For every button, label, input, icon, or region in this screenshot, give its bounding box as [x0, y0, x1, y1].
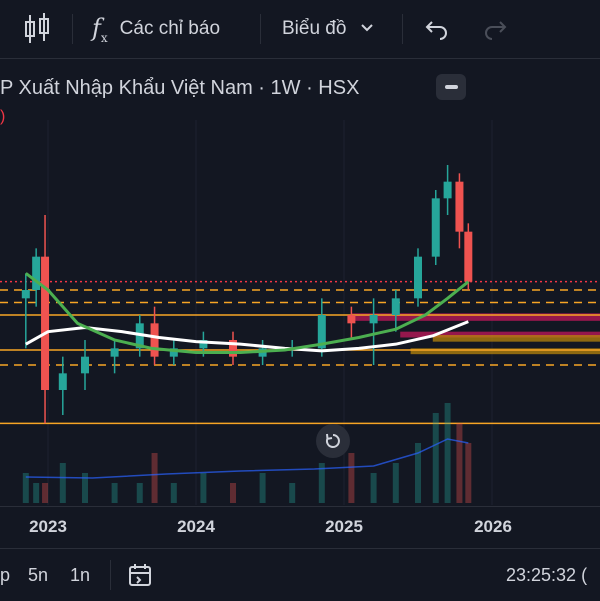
x-tick-label: 2023 — [29, 517, 67, 536]
bottom-bar: p 5n 1n 23:25:32 ( — [0, 548, 600, 601]
volume-bar — [289, 483, 296, 503]
candle-body — [431, 198, 440, 257]
candle-body — [455, 181, 464, 232]
volume-bar — [42, 483, 49, 503]
price-chart[interactable] — [0, 120, 600, 505]
volume-bar — [318, 463, 325, 503]
chart-legend: P Xuất Nhập Khẩu Việt Nam · 1W · HSX — [0, 72, 359, 104]
volume-bar — [259, 473, 266, 503]
zone-rect — [410, 348, 600, 355]
reset-icon[interactable] — [316, 424, 350, 458]
volume-bar — [22, 473, 29, 503]
top-toolbar: fx Các chỉ báo Biểu đồ — [0, 0, 600, 59]
candle-body — [199, 340, 208, 349]
toolbar-separator — [402, 14, 403, 44]
x-tick-label: 2025 — [325, 517, 363, 536]
x-tick-label: 2026 — [474, 517, 512, 536]
volume-bar — [370, 473, 377, 503]
candle-body — [391, 298, 400, 315]
toolbar-separator — [72, 14, 73, 44]
candle-body — [169, 348, 178, 357]
candle-body — [369, 315, 378, 324]
candle-body — [229, 340, 237, 357]
chevron-down-icon — [360, 20, 374, 38]
volume-bar — [432, 413, 439, 503]
candles-icon[interactable] — [22, 0, 52, 58]
undo-icon[interactable] — [424, 0, 450, 58]
volume-bar — [136, 483, 143, 503]
time-axis: 2023 2024 2025 2026 — [0, 506, 600, 549]
volume-bar — [348, 453, 355, 503]
candle-body — [414, 256, 422, 299]
minimize-icon[interactable] — [436, 74, 466, 100]
volume-bar — [111, 483, 118, 503]
x-tick-label: 2024 — [177, 517, 215, 536]
redo-icon[interactable] — [482, 0, 508, 58]
candle-body — [150, 323, 159, 357]
volume-bar — [415, 443, 421, 503]
zone-rect — [400, 331, 600, 338]
fx-icon: fx — [92, 13, 108, 45]
candle-body — [81, 356, 89, 374]
chart-type-label: Biểu đồ — [282, 18, 347, 39]
chart-type-button[interactable]: Biểu đồ — [282, 0, 374, 58]
candle-body — [443, 181, 452, 199]
volume-bar — [170, 483, 177, 503]
candle-body — [58, 373, 67, 390]
candle-body — [110, 348, 119, 357]
ma-fast-line — [24, 272, 470, 354]
zone-rect — [432, 335, 600, 342]
volume-bar — [33, 483, 40, 503]
range-button-1n[interactable]: 1n — [70, 564, 91, 585]
volume-bar — [151, 453, 158, 503]
volume-bar — [200, 473, 207, 503]
volume-ma-line — [25, 438, 469, 479]
indicators-button[interactable]: fx Các chỉ báo — [92, 0, 220, 58]
zone-rect — [351, 313, 600, 321]
bottom-separator — [110, 560, 111, 590]
candle-body — [464, 231, 473, 282]
volume-bar — [456, 423, 463, 503]
volume-bar — [465, 443, 472, 503]
date-range-icon[interactable] — [126, 549, 154, 601]
volume-bar — [59, 463, 66, 503]
candle-body — [32, 256, 41, 290]
symbol-title: P Xuất Nhập Khẩu Việt Nam · 1W · HSX — [0, 76, 360, 99]
candle-body — [317, 315, 326, 349]
volume-bar — [82, 473, 88, 503]
candle-body — [21, 290, 30, 299]
candle-body — [347, 315, 356, 324]
volume-bar — [392, 463, 399, 503]
candle-body — [41, 256, 50, 390]
clock-time: 23:25:32 ( — [506, 564, 588, 585]
volume-bar — [230, 483, 236, 503]
indicators-label: Các chỉ báo — [119, 18, 221, 39]
range-button-5n[interactable]: 5n — [28, 564, 49, 585]
legend-subtitle: ) — [0, 108, 6, 125]
toolbar-separator — [260, 14, 261, 44]
volume-bar — [444, 403, 451, 503]
range-button-p[interactable]: p — [0, 564, 11, 585]
